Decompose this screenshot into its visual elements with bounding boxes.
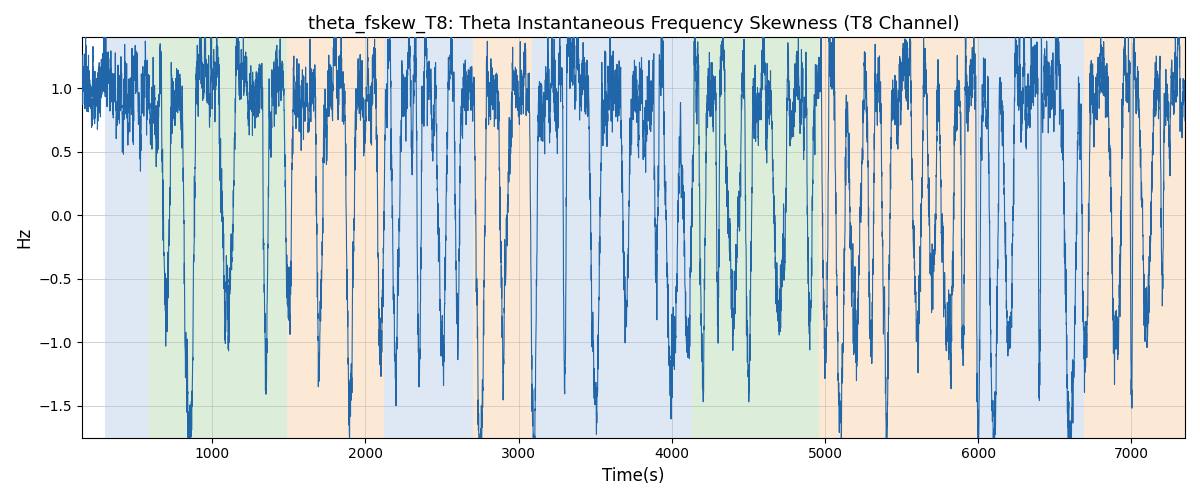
Bar (691, 38, 818, 438)
Bar (104, 38, 149, 438)
Bar (287, 38, 384, 438)
Bar (818, 38, 977, 438)
Bar (384, 38, 473, 438)
Bar (977, 38, 1084, 438)
Bar (473, 38, 533, 438)
Y-axis label: Hz: Hz (14, 227, 32, 248)
Bar (1084, 38, 1186, 438)
X-axis label: Time(s): Time(s) (602, 467, 665, 485)
Title: theta_fskew_T8: Theta Instantaneous Frequency Skewness (T8 Channel): theta_fskew_T8: Theta Instantaneous Freq… (307, 15, 959, 34)
Bar (533, 38, 691, 438)
Bar (149, 38, 287, 438)
